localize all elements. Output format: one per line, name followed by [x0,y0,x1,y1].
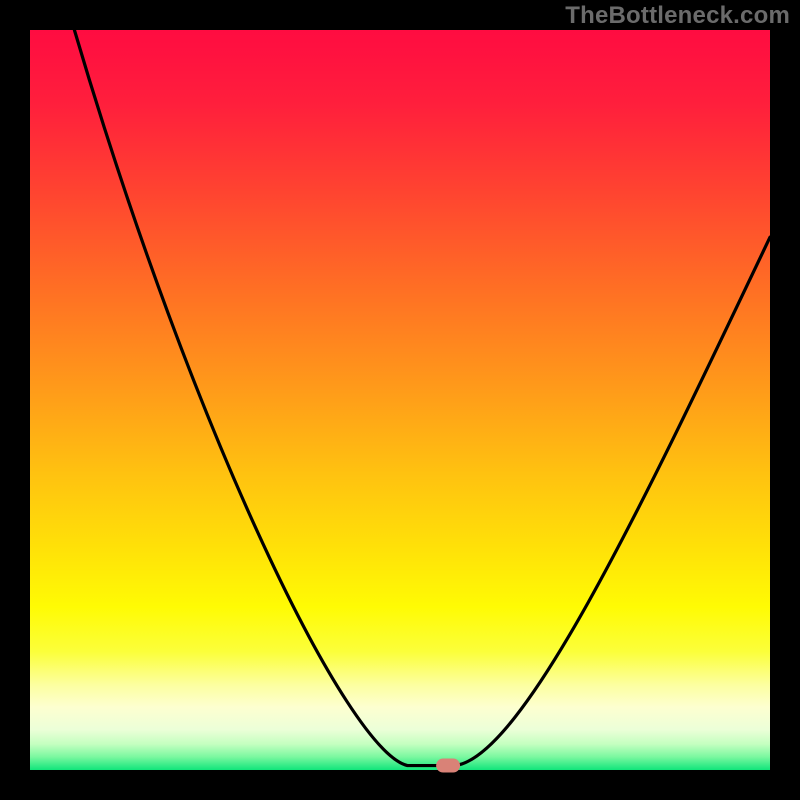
optimal-marker [436,759,460,773]
watermark-text: TheBottleneck.com [565,2,790,30]
bottleneck-chart [0,0,800,800]
plot-background [30,30,770,770]
stage: TheBottleneck.com [0,0,800,800]
